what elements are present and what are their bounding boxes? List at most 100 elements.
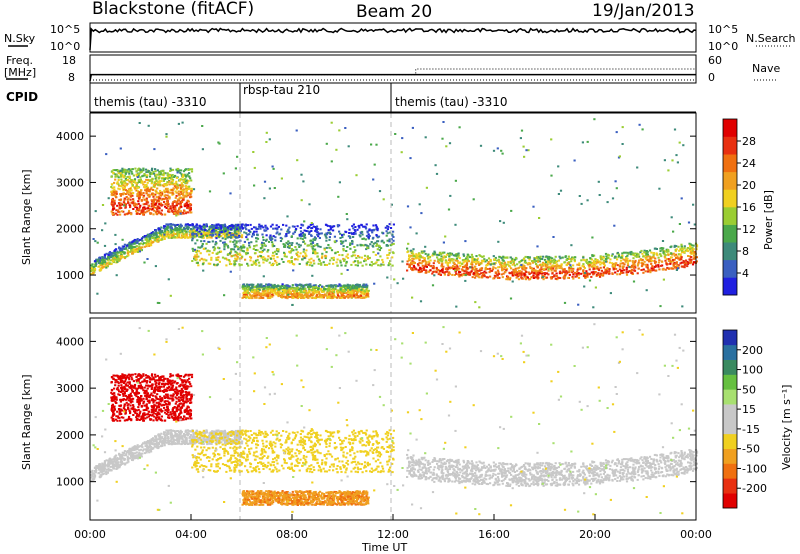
power-pixel (166, 188, 169, 191)
power-pixel (341, 254, 344, 257)
power-pixel (167, 205, 170, 208)
power-pixel (124, 177, 127, 180)
power-pixel (416, 256, 419, 259)
power-pixel (327, 229, 330, 232)
power-pixel (342, 294, 345, 297)
power-pixel (561, 256, 564, 259)
power-pixel (291, 262, 295, 265)
power-pixel (591, 254, 594, 257)
power-pixel (465, 268, 468, 271)
power-pixel (659, 264, 663, 267)
power-pixel (340, 264, 343, 267)
power-pixel (586, 275, 589, 278)
power-pixel (534, 276, 537, 279)
power-pixel (670, 245, 673, 248)
power-pixel (254, 226, 257, 229)
power-pixel (170, 230, 173, 233)
power-pixel (112, 172, 115, 175)
power-pixel (634, 266, 637, 269)
power-pixel (200, 240, 203, 243)
power-pixel (151, 178, 154, 181)
power-pixel (179, 211, 182, 214)
power-pixel (220, 226, 223, 229)
power-pixel (470, 253, 473, 256)
power-pixel (462, 254, 466, 257)
power-pixel (223, 233, 227, 236)
power-pixel (286, 284, 290, 287)
power-pixel (311, 287, 315, 289)
power-pixel (308, 289, 311, 292)
power-pixel (143, 236, 146, 239)
power-pixel (296, 292, 299, 295)
power-pixel (131, 252, 134, 255)
power-pixel (543, 272, 547, 274)
power-pixel (565, 264, 568, 266)
power-pixel (111, 254, 114, 257)
power-pixel (158, 177, 161, 179)
power-pixel (172, 183, 175, 186)
power-pixel (541, 261, 545, 264)
power-pixel (222, 230, 225, 233)
power-pixel (173, 200, 176, 203)
power-pixel (261, 249, 264, 252)
power-pixel (301, 238, 304, 241)
power-pixel (372, 242, 375, 245)
power-pixel (348, 228, 351, 231)
power-pixel (541, 274, 544, 277)
power-pixel (295, 252, 298, 255)
power-pixel (133, 178, 137, 181)
power-pixel (193, 229, 196, 232)
power-pixel (288, 231, 291, 233)
power-pixel (227, 236, 230, 239)
power-pixel (182, 173, 185, 176)
power-pixel (446, 252, 450, 255)
power-pixel (490, 269, 494, 272)
power-pixel (363, 254, 367, 257)
power-pixel (133, 204, 136, 207)
power-pixel (246, 233, 249, 236)
power-pixel (282, 293, 285, 296)
power-pixel (255, 227, 258, 230)
power-pixel (678, 249, 681, 252)
power-pixel (536, 271, 539, 274)
power-pixel (176, 235, 179, 238)
power-pixel (130, 247, 133, 250)
power-pixel (485, 271, 488, 274)
power-pixel (203, 232, 206, 235)
power-pixel (392, 239, 395, 242)
power-pixel (140, 237, 144, 240)
power-pixel (441, 267, 444, 270)
power-pixel (328, 262, 331, 265)
power-pixel (181, 185, 184, 188)
cpid-label: CPID (6, 90, 38, 104)
power-pixel (632, 254, 635, 257)
power-pixel (227, 230, 230, 233)
power-pixel (497, 271, 500, 274)
power-pixel (251, 290, 254, 293)
power-pixel (636, 252, 639, 255)
power-pixel (219, 239, 222, 242)
power-pixel (346, 290, 349, 293)
power-pixel (467, 271, 470, 274)
power-pixel (555, 272, 558, 275)
power-pixel (473, 261, 476, 264)
power-pixel (176, 199, 179, 202)
power-pixel (485, 264, 488, 267)
power-pixel (142, 196, 145, 199)
power-pixel (186, 223, 190, 226)
power-pixel (637, 267, 640, 270)
power-pixel (611, 262, 614, 265)
power-pixel (435, 266, 438, 269)
power-pixel (124, 197, 127, 200)
power-pixel (342, 240, 345, 243)
power-pixel (237, 233, 240, 236)
power-pixel (185, 185, 188, 188)
power-pixel (363, 225, 366, 228)
power-pixel (246, 262, 249, 265)
power-pixel (90, 270, 93, 273)
power-pixel (640, 269, 643, 271)
power-pixel (255, 240, 258, 243)
power-pixel (354, 230, 357, 233)
power-pixel (456, 265, 459, 268)
power-pixel (150, 244, 153, 247)
